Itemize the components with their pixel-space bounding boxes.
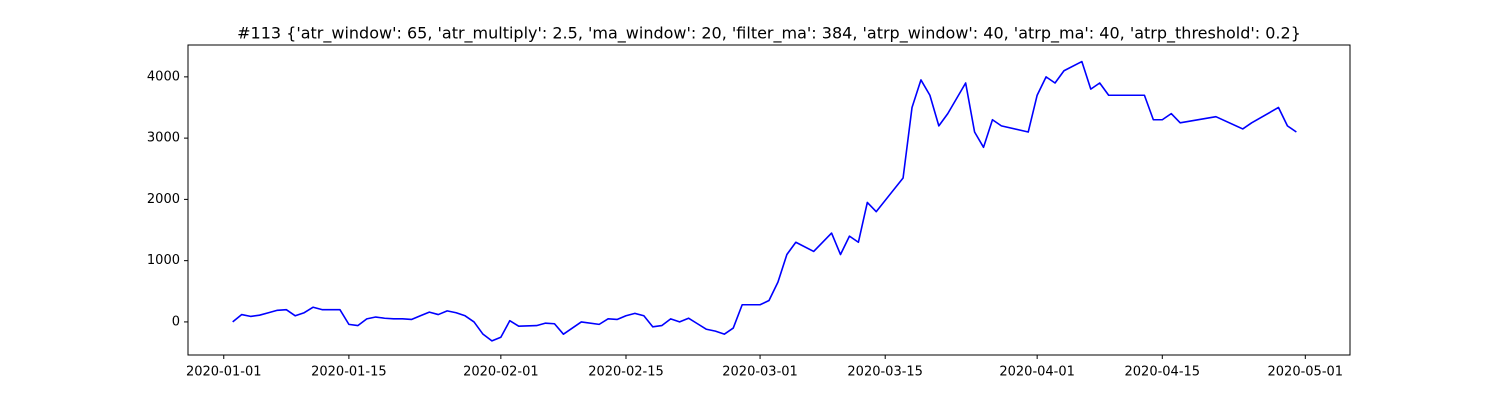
y-tick-label: 0 bbox=[172, 314, 180, 329]
x-tick-label: 2020-04-01 bbox=[999, 365, 1075, 380]
x-tick-label: 2020-01-15 bbox=[311, 365, 387, 380]
y-tick-label: 3000 bbox=[147, 131, 180, 146]
x-tick-label: 2020-02-15 bbox=[588, 365, 664, 380]
y-tick-label: 4000 bbox=[147, 69, 180, 84]
y-tick-label: 1000 bbox=[147, 253, 180, 268]
x-tick-label: 2020-01-01 bbox=[186, 365, 262, 380]
plot-frame bbox=[187, 44, 1351, 356]
x-tick-label: 2020-03-01 bbox=[722, 365, 798, 380]
x-tick-label: 2020-05-01 bbox=[1268, 365, 1344, 380]
x-tick-label: 2020-02-01 bbox=[463, 365, 539, 380]
x-tick-label: 2020-04-15 bbox=[1125, 365, 1201, 380]
x-tick-label: 2020-03-15 bbox=[847, 365, 923, 380]
chart-title: #113 {'atr_window': 65, 'atr_multiply': … bbox=[237, 24, 1301, 44]
y-tick-label: 2000 bbox=[147, 192, 180, 207]
data-line bbox=[232, 60, 1297, 342]
